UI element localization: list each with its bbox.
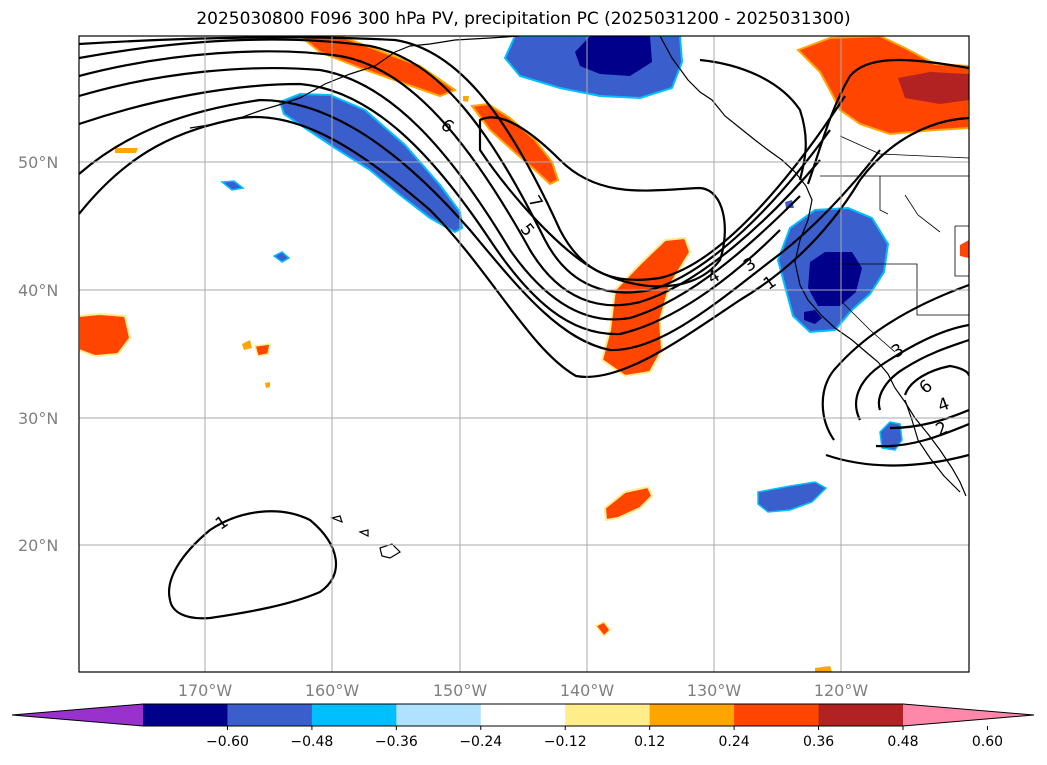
lon-label-170w: 170°W [178, 681, 233, 700]
colorbar-tick-label: −0.48 [290, 734, 333, 750]
precip-negative-area [272, 251, 291, 263]
precip-strong-negative-area [575, 36, 652, 76]
colorbar-tick-label: 0.36 [803, 734, 834, 750]
precip-positive-area [594, 621, 611, 638]
colorbar-segment [649, 704, 735, 726]
map-panel: 6 7 5 4 3 1 1 3 6 4 2 [79, 36, 969, 672]
lat-label-30n: 30°N [18, 409, 58, 428]
lon-label-160w: 160°W [305, 681, 360, 700]
colorbar-tick-label: −0.36 [375, 734, 418, 750]
precip-positive-area [960, 240, 969, 258]
colorbar-tick-label: −0.12 [544, 734, 587, 750]
longitude-labels: 170°W 160°W 150°W 140°W 130°W 120°W [178, 681, 869, 700]
map-title: 2025030800 F096 300 hPa PV, precipitatio… [196, 9, 851, 29]
colorbar-segment [734, 704, 820, 726]
precip-positive-area [603, 485, 654, 522]
precip-negative-area [220, 180, 245, 191]
lon-label-150w: 150°W [433, 681, 488, 700]
colorbar-segment [227, 704, 313, 726]
lon-label-140w: 140°W [560, 681, 615, 700]
precip-negative-area [785, 200, 794, 208]
precip-strong-negative-area [808, 252, 862, 306]
colorbar-outline [11, 703, 1035, 727]
colorbar-segment [143, 704, 228, 726]
precip-positive-area [115, 148, 138, 153]
colorbar-segment [480, 704, 566, 726]
pv-contours [79, 36, 969, 620]
colorbar-tick-label: 0.12 [634, 734, 665, 750]
lat-label-50n: 50°N [18, 153, 58, 172]
colorbar-tick-label: −0.60 [206, 734, 249, 750]
colorbar-segment [311, 704, 397, 726]
colorbar-tick-label: 0.60 [972, 734, 1003, 750]
colorbar-tick-label: 0.48 [887, 734, 918, 750]
lat-label-40n: 40°N [18, 281, 58, 300]
colorbar-segment [396, 704, 482, 726]
colorbar-segment [818, 704, 904, 726]
precip-positive-area [815, 666, 832, 672]
gridlines [79, 36, 969, 672]
lon-label-130w: 130°W [687, 681, 742, 700]
colorbar: −0.60 −0.48 −0.36 −0.24 −0.12 0.12 0.24 0.36 0.4… [11, 703, 1035, 750]
colorbar-tick-label: −0.24 [459, 734, 502, 750]
colorbar-tick-label: 0.24 [719, 734, 750, 750]
precip-positive-area [79, 312, 132, 358]
map-frame [78, 35, 970, 673]
colorbar-extend-max [903, 704, 1034, 726]
precip-positive-area [242, 340, 252, 350]
precip-shading [79, 36, 969, 672]
precip-negative-area [879, 421, 903, 451]
precip-strong-negative-area [804, 310, 822, 324]
precip-positive-area [265, 382, 270, 388]
colorbar-extend-min [12, 704, 143, 726]
lat-label-20n: 20°N [18, 536, 58, 555]
latitude-labels: 50°N 40°N 30°N 20°N [18, 153, 58, 555]
precip-strong-positive-area [898, 72, 969, 104]
lon-label-120w: 120°W [814, 681, 869, 700]
precip-positive-area [254, 343, 271, 357]
precip-positive-area [463, 96, 469, 102]
precip-negative-area [757, 481, 828, 513]
colorbar-segment [565, 704, 651, 726]
